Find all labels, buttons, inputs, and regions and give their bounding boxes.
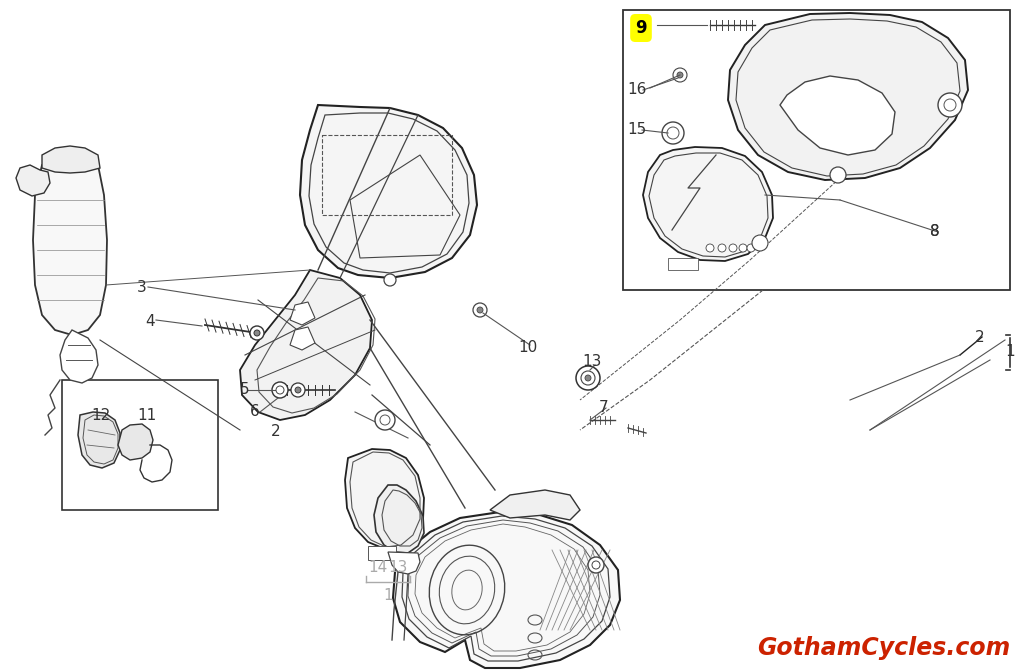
Text: 8: 8 bbox=[930, 225, 940, 240]
Circle shape bbox=[254, 330, 260, 336]
Polygon shape bbox=[60, 330, 98, 383]
Bar bbox=[62, 380, 218, 510]
Polygon shape bbox=[490, 490, 580, 520]
Text: 10: 10 bbox=[518, 340, 538, 354]
Text: 3: 3 bbox=[137, 280, 146, 295]
Polygon shape bbox=[240, 270, 372, 420]
Circle shape bbox=[473, 303, 487, 317]
Circle shape bbox=[380, 415, 390, 425]
Bar bbox=[668, 258, 698, 270]
Text: 14: 14 bbox=[369, 560, 388, 576]
Circle shape bbox=[938, 93, 962, 117]
Text: 1: 1 bbox=[383, 588, 393, 603]
Circle shape bbox=[667, 127, 679, 139]
Bar bbox=[368, 546, 396, 560]
Polygon shape bbox=[290, 302, 315, 325]
Text: 2: 2 bbox=[271, 425, 281, 440]
Circle shape bbox=[588, 557, 604, 573]
Polygon shape bbox=[780, 76, 895, 155]
Circle shape bbox=[272, 382, 288, 398]
Circle shape bbox=[291, 383, 305, 397]
Circle shape bbox=[673, 68, 687, 82]
Circle shape bbox=[592, 561, 600, 569]
Polygon shape bbox=[374, 485, 424, 553]
Polygon shape bbox=[643, 147, 773, 261]
Polygon shape bbox=[33, 152, 106, 335]
Polygon shape bbox=[345, 449, 424, 549]
Circle shape bbox=[662, 122, 684, 144]
Circle shape bbox=[295, 387, 301, 393]
Circle shape bbox=[752, 235, 768, 251]
Text: 13: 13 bbox=[388, 560, 408, 576]
Polygon shape bbox=[388, 552, 420, 574]
Text: GothamCycles.com: GothamCycles.com bbox=[757, 636, 1010, 660]
Polygon shape bbox=[300, 105, 477, 278]
Bar bbox=[623, 10, 1010, 290]
Polygon shape bbox=[728, 13, 968, 180]
Polygon shape bbox=[290, 327, 315, 350]
Text: 1: 1 bbox=[1006, 344, 1015, 360]
Circle shape bbox=[585, 375, 591, 381]
Circle shape bbox=[944, 99, 956, 111]
Text: 11: 11 bbox=[137, 407, 157, 423]
Text: 13: 13 bbox=[583, 354, 602, 370]
Text: 6: 6 bbox=[250, 405, 260, 419]
Text: 4: 4 bbox=[145, 313, 155, 329]
Text: 16: 16 bbox=[628, 83, 647, 97]
Polygon shape bbox=[16, 165, 50, 196]
Circle shape bbox=[581, 371, 595, 385]
Circle shape bbox=[575, 366, 600, 390]
Circle shape bbox=[718, 244, 726, 252]
Polygon shape bbox=[393, 512, 620, 668]
Circle shape bbox=[739, 244, 746, 252]
Circle shape bbox=[746, 244, 755, 252]
Circle shape bbox=[477, 307, 483, 313]
Circle shape bbox=[706, 244, 714, 252]
Circle shape bbox=[250, 326, 264, 340]
Text: 7: 7 bbox=[599, 401, 609, 415]
Circle shape bbox=[729, 244, 737, 252]
Circle shape bbox=[384, 274, 396, 286]
Circle shape bbox=[830, 167, 846, 183]
Polygon shape bbox=[78, 412, 120, 468]
Polygon shape bbox=[42, 146, 100, 173]
Circle shape bbox=[677, 72, 683, 78]
Text: 12: 12 bbox=[91, 407, 111, 423]
Circle shape bbox=[375, 410, 395, 430]
Polygon shape bbox=[118, 424, 153, 460]
Text: 15: 15 bbox=[628, 123, 646, 138]
Text: 2: 2 bbox=[975, 329, 985, 344]
Text: 9: 9 bbox=[635, 19, 647, 37]
Bar bbox=[322, 135, 452, 215]
Text: 8: 8 bbox=[930, 225, 940, 240]
Circle shape bbox=[276, 386, 284, 394]
Text: 5: 5 bbox=[241, 382, 250, 397]
